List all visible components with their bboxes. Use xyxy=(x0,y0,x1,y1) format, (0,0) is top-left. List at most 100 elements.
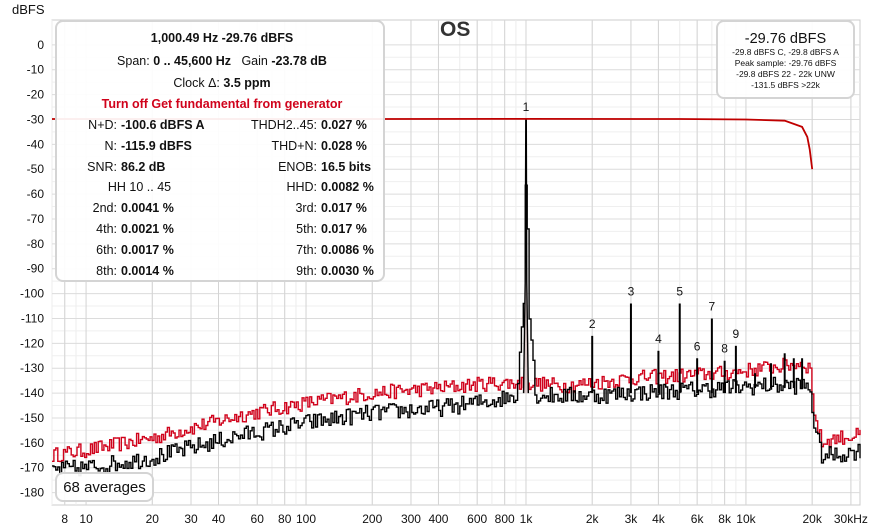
stat-label: 3rd: xyxy=(295,201,317,216)
x-tick-label: 8 xyxy=(61,512,68,526)
x-tick-label: 8k xyxy=(718,512,732,526)
stat-left: 4th: 0.0021 % xyxy=(57,222,222,236)
y-tick-label: -60 xyxy=(27,187,45,201)
summary-line: Peak sample: -29.76 dBFS xyxy=(734,58,837,68)
x-tick-label: 800 xyxy=(495,512,515,526)
clock-readout: Clock Δ: 3.5 ppm xyxy=(57,76,387,90)
y-tick-label: -20 xyxy=(27,88,45,102)
stat-label: N: xyxy=(104,138,118,153)
y-tick-label: -70 xyxy=(27,212,45,226)
y-tick-label: -120 xyxy=(20,336,44,350)
stat-left: N: -115.9 dBFS xyxy=(57,139,222,153)
harmonic-label: 5 xyxy=(676,285,683,299)
stat-value: -115.9 dBFS xyxy=(121,138,192,153)
x-tick-label: 200 xyxy=(362,512,382,526)
span-value: 0 .. 45,600 Hz xyxy=(153,54,232,68)
spectrum-series xyxy=(52,184,861,477)
y-tick-label: -110 xyxy=(21,311,44,325)
stat-right: 9th: 0.0030 % xyxy=(207,264,387,278)
stat-label: 2nd: xyxy=(92,201,117,216)
y-tick-label: -50 xyxy=(27,162,45,176)
fundamental-readout: 1,000.49 Hz -29.76 dBFS xyxy=(150,31,294,45)
harmonic-label: 9 xyxy=(733,327,740,341)
stat-right: THDH2..45: 0.027 % xyxy=(207,118,387,132)
span-label: Span: xyxy=(117,54,150,68)
stat-right: HHD: 0.0082 % xyxy=(207,180,387,194)
x-tick-label: 6k xyxy=(691,512,705,526)
x-tick-label: 10k xyxy=(736,512,756,526)
stat-value: -100.6 dBFS A xyxy=(121,118,205,132)
harmonic-label: 2 xyxy=(589,317,596,331)
y-tick-label: -30 xyxy=(27,112,45,126)
stat-label: 4th: xyxy=(96,222,117,236)
stat-label: 8th: xyxy=(96,263,117,278)
x-tick-label: 400 xyxy=(428,512,448,526)
stat-label: N+D: xyxy=(88,118,117,132)
gain-value: -23.78 dB xyxy=(271,54,327,68)
stat-left: SNR: 86.2 dB xyxy=(57,160,222,174)
averages-badge: 68 averages xyxy=(55,472,154,502)
stat-label: HHD: xyxy=(286,180,317,195)
stat-label: 7th: xyxy=(296,242,317,257)
x-tick-label: 20 xyxy=(146,512,160,526)
harmonic-label: 7 xyxy=(709,299,716,313)
y-tick-label: -10 xyxy=(27,63,45,77)
y-tick-label: -100 xyxy=(20,287,44,301)
harmonic-label: 8 xyxy=(721,342,728,356)
chart-title: OS xyxy=(440,18,471,41)
x-tick-label: 300 xyxy=(401,512,421,526)
y-tick-label: -180 xyxy=(20,486,44,500)
harmonic-label: 3 xyxy=(628,285,635,299)
stat-value: 0.0030 % xyxy=(321,263,374,278)
y-tick-label: -80 xyxy=(27,237,45,251)
stat-value: 0.0082 % xyxy=(321,180,374,195)
stat-value: 0.0021 % xyxy=(121,222,174,236)
y-tick-label: -160 xyxy=(20,436,44,450)
stat-label: ENOB: xyxy=(278,159,317,174)
x-tick-label: 2k xyxy=(586,512,600,526)
x-tick-label: 40 xyxy=(212,512,226,526)
stat-right: THD+N: 0.028 % xyxy=(207,139,387,153)
x-tick-label: 30 xyxy=(184,512,198,526)
y-tick-label: 0 xyxy=(37,38,44,52)
summary-line: -29.8 dBFS 22 - 22k UNW xyxy=(736,69,835,79)
stat-right: 5th: 0.017 % xyxy=(207,222,387,236)
stat-right: 3rd: 0.017 % xyxy=(207,201,387,215)
y-tick-label: -170 xyxy=(20,461,44,475)
x-tick-label: 3k xyxy=(625,512,639,526)
harmonic-label: 6 xyxy=(694,339,701,353)
stat-value: 0.0017 % xyxy=(121,242,174,257)
x-tick-label: 4k xyxy=(652,512,666,526)
stat-label: 9th: xyxy=(296,263,317,278)
y-tick-label: -130 xyxy=(20,361,44,375)
y-tick-label: -150 xyxy=(20,411,44,425)
clock-label: Clock Δ: xyxy=(173,76,220,90)
stat-value: 0.0014 % xyxy=(121,263,174,278)
x-tick-label: 60 xyxy=(251,512,265,526)
stat-left: HH 10 .. 45 xyxy=(57,180,222,194)
x-tick-label: 10 xyxy=(79,512,93,526)
harmonic-label: 4 xyxy=(655,332,662,346)
stat-value: 0.0041 % xyxy=(121,201,174,216)
x-tick-label: 80 xyxy=(278,512,292,526)
y-axis-unit: dBFS xyxy=(12,2,45,17)
stat-right: ENOB: 16.5 bits xyxy=(207,160,387,174)
stat-value: 0.017 % xyxy=(321,201,367,216)
y-tick-label: -140 xyxy=(20,386,44,400)
stat-label: 6th: xyxy=(96,242,117,257)
y-tick-label: -90 xyxy=(27,262,45,276)
stat-right: 7th: 0.0086 % xyxy=(207,243,387,257)
stat-left: 8th: 0.0014 % xyxy=(57,264,222,278)
level-summary-panel: -29.76 dBFS -29.8 dBFS C, -29.8 dBFS A P… xyxy=(716,20,855,99)
stat-value: 0.0086 % xyxy=(321,242,374,257)
fundamental-level-series xyxy=(52,117,814,170)
stat-left: 2nd: 0.0041 % xyxy=(57,201,222,215)
stat-label: THD+N: xyxy=(271,138,318,153)
y-tick-label: -40 xyxy=(27,137,45,151)
x-tick-label: 100 xyxy=(296,512,316,526)
stat-label: THDH2..45: xyxy=(251,118,317,132)
stat-value: 0.027 % xyxy=(321,118,367,132)
harmonic-label: 1 xyxy=(523,100,530,114)
stat-left: 6th: 0.0017 % xyxy=(57,243,222,257)
stat-label: SNR: xyxy=(87,159,117,174)
